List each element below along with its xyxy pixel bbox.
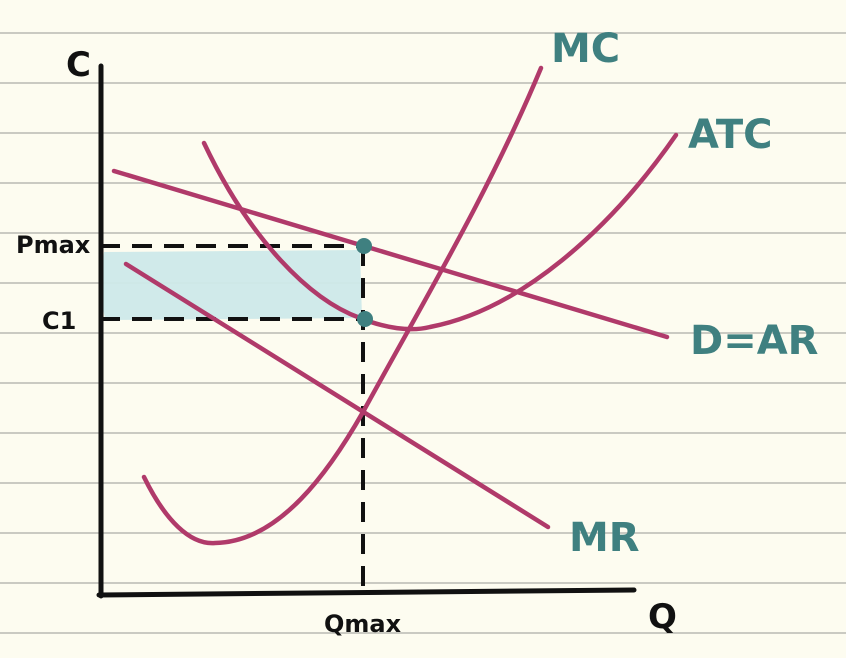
qmax-tick-label: Qmax [324,610,402,638]
mr-curve [123,261,551,530]
demand-label: D=AR [690,318,818,364]
atc-label: ATC [688,112,773,158]
y-axis-label: C [66,45,91,85]
x-axis-label: Q [648,597,677,637]
pmax-tick-label: Pmax [16,231,91,259]
x-axis [96,587,637,598]
mc-curve [141,65,544,546]
mc-label: MC [551,26,620,72]
c1-point [357,311,373,327]
pmax-point [356,238,372,254]
c1-tick-label: C1 [42,307,76,335]
profit-area [101,250,362,320]
mr-label: MR [569,515,640,561]
demand-ar-curve [111,168,670,340]
